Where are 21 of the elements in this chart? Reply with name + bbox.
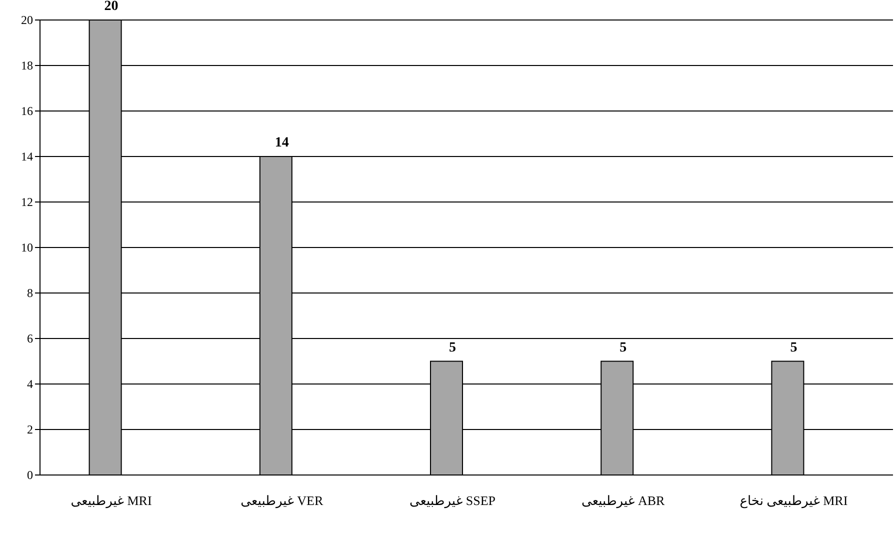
y-tick-label: 6 [27,332,33,346]
x-tick-label: MRI غیرطبیعی [70,493,152,509]
y-tick-label: 10 [21,240,33,254]
data-label: 20 [104,0,118,14]
x-tick-label: SSEP غیرطبیعی [409,493,496,509]
y-tick-label: 0 [27,468,33,482]
y-tick-label: 4 [27,377,33,391]
y-tick-label: 16 [21,104,33,118]
data-label: 5 [790,340,798,356]
y-tick-label: 18 [21,58,33,72]
data-label: 5 [620,340,627,356]
y-tick-label: 14 [21,150,33,164]
y-tick-label: 12 [21,195,33,209]
data-label: 14 [274,136,289,150]
y-tick-label: 8 [27,286,33,300]
data-label: 5 [449,340,456,356]
y-tick-label: 2 [27,422,33,436]
x-tick-label: ABR غیرطبیعی [582,493,666,509]
y-tick-label: 20 [21,13,33,27]
x-tick-label: MRI غیرطبیعی نخاع [740,493,848,509]
x-tick-label: VER غیرطبیعی [240,493,324,509]
